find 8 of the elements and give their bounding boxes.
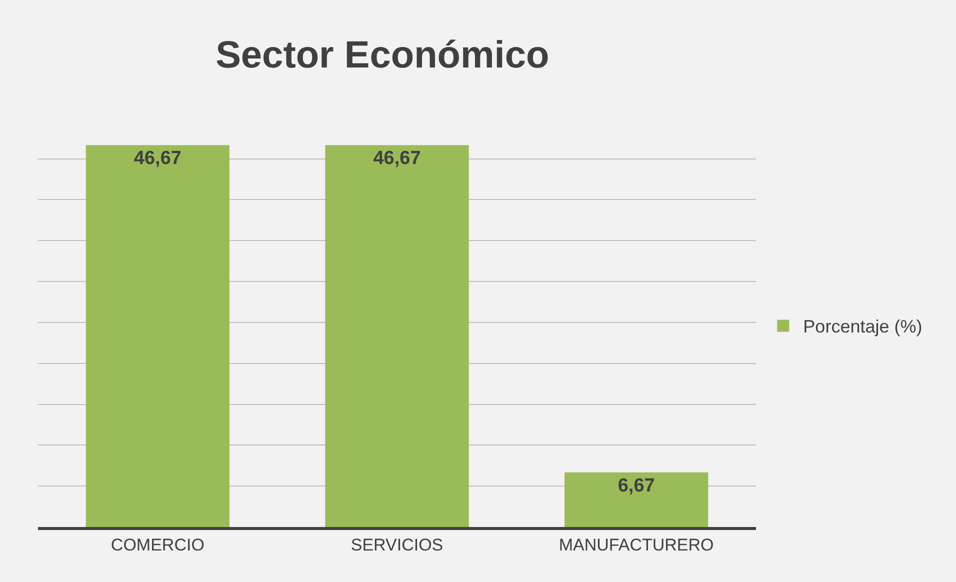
chart-title: Sector Económico <box>216 34 550 76</box>
x-tick-label: MANUFACTURERO <box>558 535 714 554</box>
x-tick-label: SERVICIOS <box>350 535 444 554</box>
x-tick-label: COMERCIO <box>110 535 204 554</box>
legend-label: Porcentaje (%) <box>803 316 922 337</box>
data-label: 46,67 <box>134 148 182 170</box>
data-label: 6,67 <box>618 475 655 496</box>
data-label: 46,67 <box>373 148 421 170</box>
